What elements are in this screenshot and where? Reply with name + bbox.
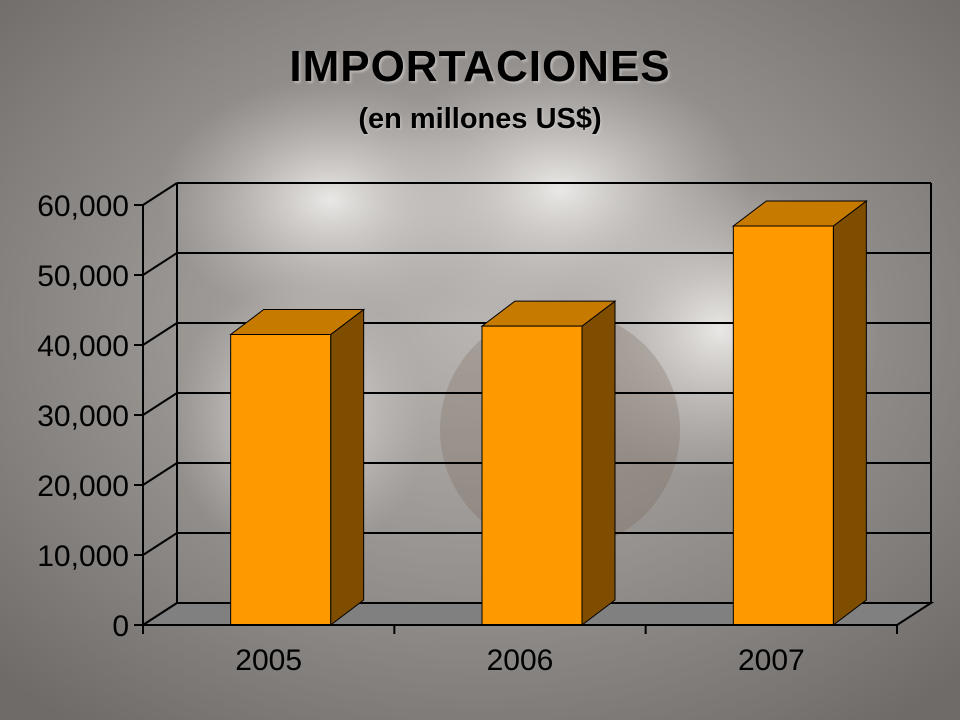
bar-2005 <box>229 308 366 627</box>
y-tick-label: 50,000 <box>37 260 129 293</box>
gridline-depth <box>142 532 178 556</box>
bar-side <box>581 300 616 627</box>
bar-side <box>832 199 867 627</box>
x-tick-label: 2007 <box>738 644 805 677</box>
gridline-depth <box>142 182 178 206</box>
y-tick-label: 0 <box>112 610 129 643</box>
bar-front <box>732 225 834 626</box>
y-tick-label: 20,000 <box>37 470 129 503</box>
bar-2007 <box>731 199 868 627</box>
chart-subtitle: (en millones US$) <box>358 103 602 135</box>
bar-2006 <box>480 300 617 627</box>
y-tick-label: 60,000 <box>37 190 129 223</box>
y-tick-label: 10,000 <box>37 540 129 573</box>
y-tick-label: 40,000 <box>37 330 129 363</box>
bar-side <box>330 308 365 627</box>
gridline-depth <box>142 322 178 346</box>
bar-front <box>481 325 583 626</box>
y-axis-tick-labels: 0 10,000 20,000 30,000 40,000 50,000 60,000 <box>37 190 129 643</box>
gridline-depth <box>142 252 178 276</box>
chart-title: IMPORTACIONES <box>289 42 671 91</box>
y-tick-label: 30,000 <box>37 400 129 433</box>
gridline-depth <box>142 462 178 486</box>
bars <box>229 199 868 627</box>
gridline-depth <box>142 392 178 416</box>
x-axis-tick-labels: 2005 2006 2007 <box>235 644 804 677</box>
x-tick-label: 2006 <box>487 644 554 677</box>
x-tick-label: 2005 <box>235 644 302 677</box>
axes <box>134 204 898 634</box>
bar-front <box>230 334 332 626</box>
